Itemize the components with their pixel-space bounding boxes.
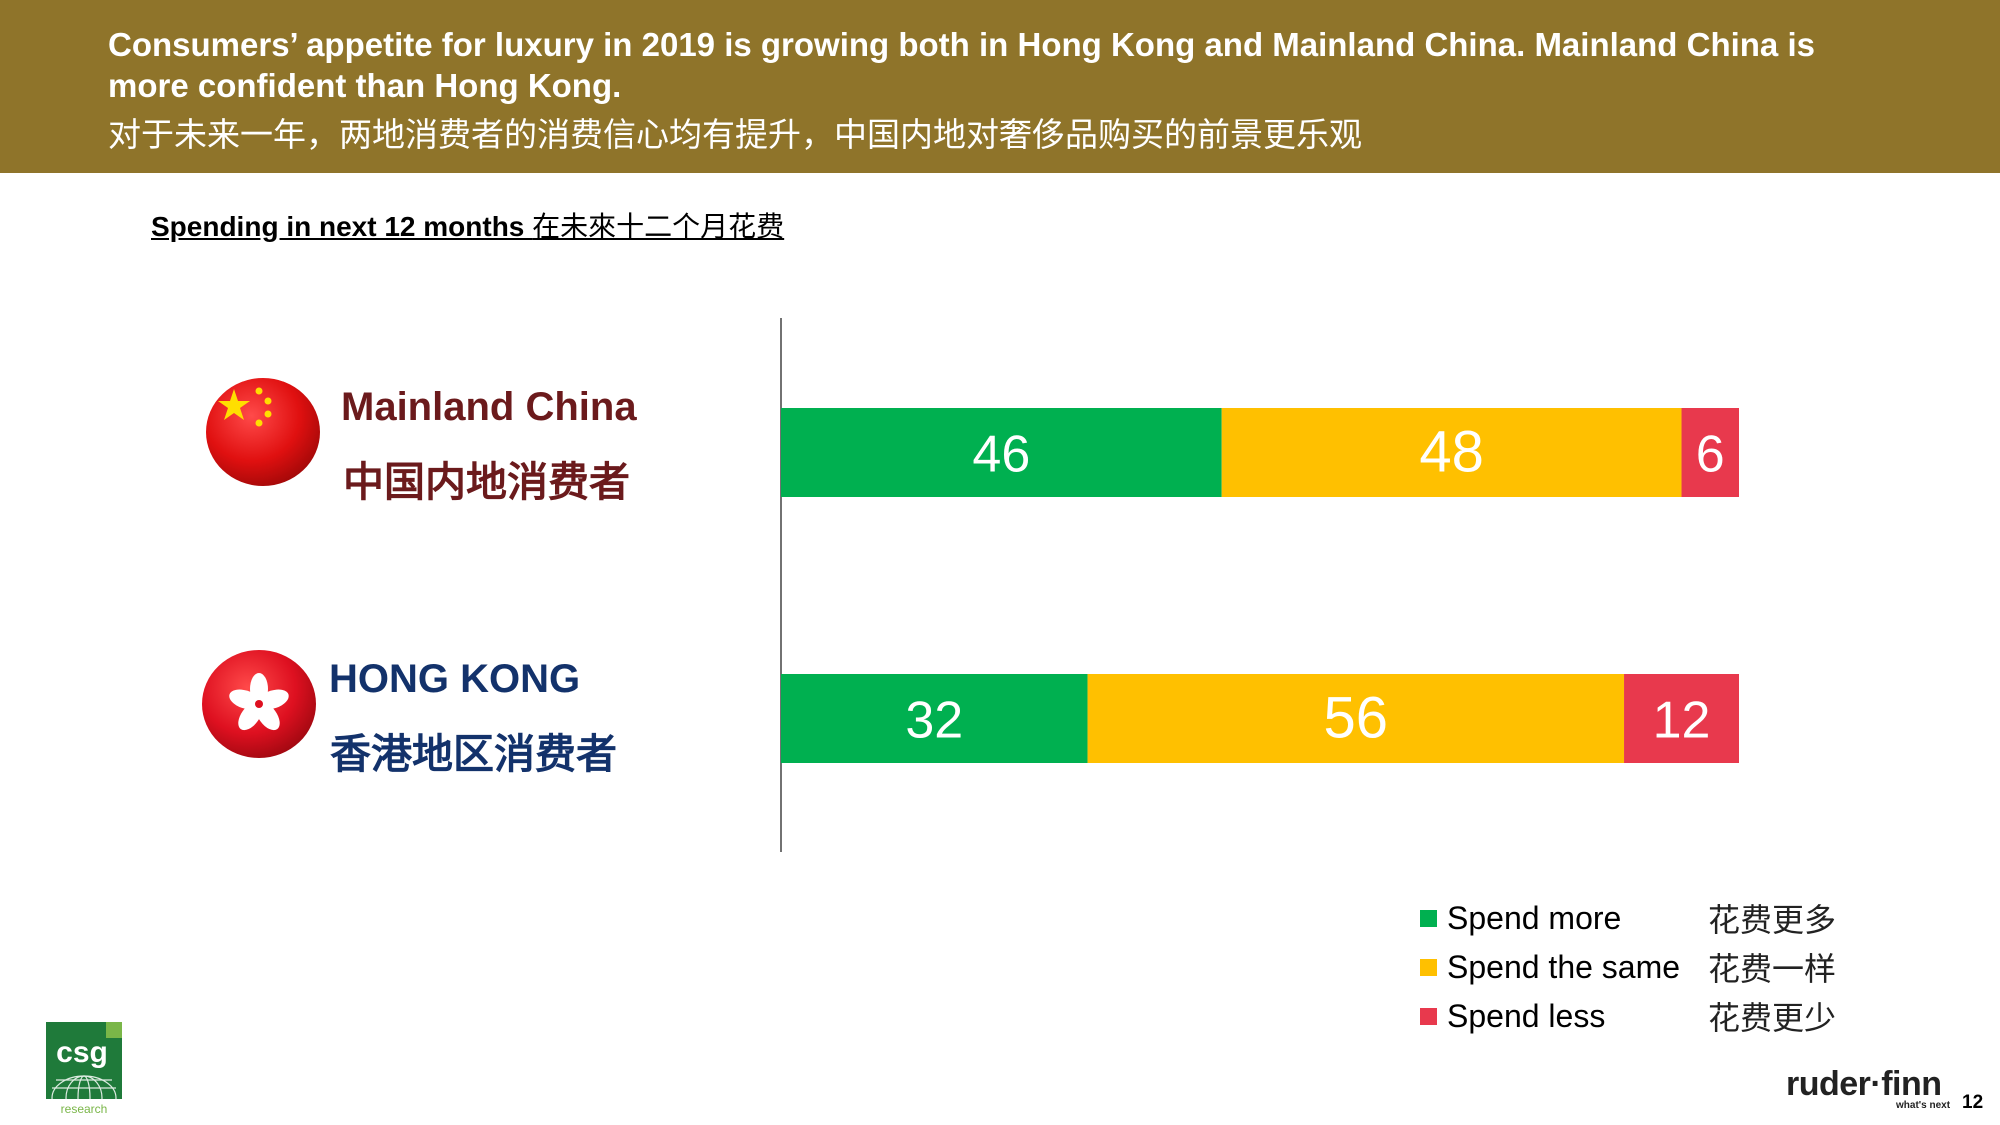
legend-swatch (1420, 959, 1437, 976)
data-label-spend-less-1: 12 (1653, 692, 1711, 750)
csg-logo-text: csg (56, 1036, 108, 1069)
legend-label-zh: 花费更多 (1708, 901, 1837, 939)
bar-segment-spend-less-1 (1624, 674, 1739, 763)
hong-kong-flag-icon (202, 650, 316, 758)
legend-label: Spend the same (1447, 949, 1681, 985)
data-label-spend-less-0: 6 (1696, 426, 1725, 484)
region-label-mainland-china-zh: 中国内地消费者 (343, 458, 630, 506)
headline-zh: 对于未来一年，两地消费者的消费信心均有提升，中国内地对奢侈品购买的前景更乐观 (108, 115, 1362, 154)
region-label-hong-kong-zh: 香港地区消费者 (330, 730, 617, 778)
headline-en-line2: more confident than Hong Kong. (108, 67, 622, 104)
ruder-finn-logo: ruder·finn (1786, 1065, 1942, 1103)
headline-en-line1: Consumers’ appetite for luxury in 2019 i… (108, 26, 1815, 63)
data-label-spend-more-1: 32 (905, 692, 963, 750)
legend-swatch (1420, 910, 1437, 927)
region-label-hong-kong: HONG KONG (329, 657, 581, 701)
chart-subtitle-en: Spending in next 12 months (151, 211, 533, 242)
data-label-spend-the-same-1: 56 (1324, 686, 1389, 751)
page-number: 12 (1962, 1092, 1984, 1113)
region-label-mainland-china: Mainland China (341, 385, 637, 429)
csg-logo-subtext: research (61, 1102, 108, 1115)
csg-research-logo: csg research (46, 1022, 122, 1115)
bar-segment-spend-the-same-0 (1221, 408, 1682, 497)
legend-label-zh: 花费一样 (1708, 950, 1837, 988)
legend-label: Spend less (1447, 998, 1606, 1034)
data-label-spend-more-0: 46 (972, 426, 1030, 484)
bar-segment-spend-more-1 (781, 674, 1088, 763)
header-banner: Consumers’ appetite for luxury in 2019 i… (0, 0, 2000, 173)
chart-subtitle: Spending in next 12 months 在未來十二个月花费 (151, 205, 784, 245)
bar-segment-spend-the-same-1 (1087, 674, 1625, 763)
bar-segment-spend-less-0 (1681, 408, 1739, 497)
chart-subtitle-zh: 在未來十二个月花费 (532, 210, 785, 243)
legend-label-zh: 花费更少 (1708, 999, 1837, 1037)
bar-segment-spend-more-0 (781, 408, 1222, 497)
china-flag-icon (206, 378, 320, 486)
legend-swatch (1420, 1008, 1437, 1025)
legend-label: Spend more (1447, 900, 1622, 936)
ruder-finn-tagline: what's next (1896, 1100, 1951, 1111)
data-label-spend-the-same-0: 48 (1419, 420, 1484, 485)
